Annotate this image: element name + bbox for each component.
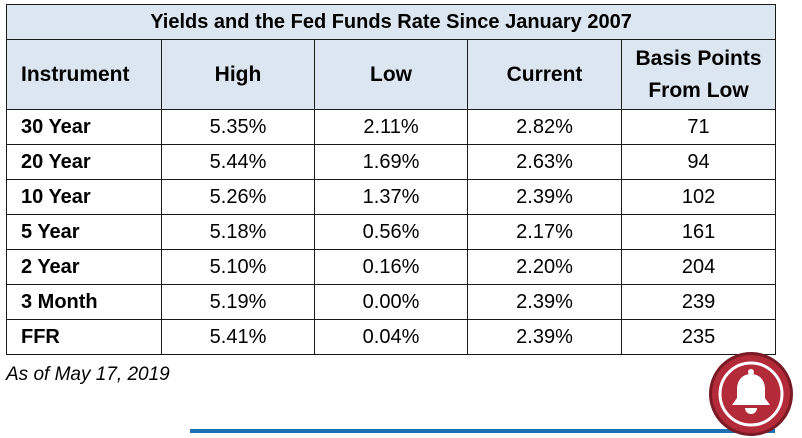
basis-points-cell: 71 xyxy=(620,109,777,145)
current-cell: 2.39% xyxy=(467,319,622,355)
header-row: Instrument High Low Current Basis Points… xyxy=(6,39,777,110)
current-cell: 2.39% xyxy=(467,284,622,320)
basis-points-cell: 94 xyxy=(620,144,777,180)
low-cell: 1.69% xyxy=(314,144,468,180)
divider-line xyxy=(190,429,775,433)
instrument-cell: 2 Year xyxy=(6,249,162,285)
notification-button[interactable] xyxy=(709,352,793,436)
high-cell: 5.26% xyxy=(161,179,315,215)
instrument-cell: 10 Year xyxy=(6,179,162,215)
high-cell: 5.35% xyxy=(161,109,315,145)
basis-points-line1: Basis Points xyxy=(635,46,762,70)
table-title: Yields and the Fed Funds Rate Since Janu… xyxy=(5,4,777,40)
basis-points-cell: 161 xyxy=(620,214,777,250)
table-row: 20 Year 5.44% 1.69% 2.63% 94 xyxy=(6,144,777,180)
high-cell: 5.44% xyxy=(161,144,315,180)
low-cell: 0.16% xyxy=(314,249,468,285)
instrument-cell: 5 Year xyxy=(6,214,162,250)
col-high-header: High xyxy=(161,39,315,110)
table-row: 5 Year 5.18% 0.56% 2.17% 161 xyxy=(6,214,777,250)
instrument-cell: 20 Year xyxy=(6,144,162,180)
low-cell: 0.00% xyxy=(314,284,468,320)
bell-icon xyxy=(718,361,784,427)
low-cell: 1.37% xyxy=(314,179,468,215)
high-cell: 5.19% xyxy=(161,284,315,320)
basis-points-cell: 235 xyxy=(620,319,777,355)
current-cell: 2.82% xyxy=(467,109,622,145)
basis-points-line2: From Low xyxy=(648,78,749,102)
low-cell: 0.04% xyxy=(314,319,468,355)
col-low-header: Low xyxy=(314,39,468,110)
instrument-cell: 30 Year xyxy=(6,109,162,145)
col-basis-points-header: Basis Points From Low xyxy=(620,39,777,110)
basis-points-cell: 102 xyxy=(620,179,777,215)
as-of-date-note: As of May 17, 2019 xyxy=(6,364,170,385)
low-cell: 2.11% xyxy=(314,109,468,145)
high-cell: 5.18% xyxy=(161,214,315,250)
high-cell: 5.10% xyxy=(161,249,315,285)
col-instrument-header: Instrument xyxy=(6,39,162,110)
current-cell: 2.20% xyxy=(467,249,622,285)
basis-points-cell: 204 xyxy=(620,249,777,285)
current-cell: 2.17% xyxy=(467,214,622,250)
yields-table: Yields and the Fed Funds Rate Since Janu… xyxy=(5,4,777,355)
instrument-cell: 3 Month xyxy=(6,284,162,320)
table-row: 10 Year 5.26% 1.37% 2.39% 102 xyxy=(6,179,777,215)
low-cell: 0.56% xyxy=(314,214,468,250)
instrument-cell: FFR xyxy=(6,319,162,355)
table-row: 2 Year 5.10% 0.16% 2.20% 204 xyxy=(6,249,777,285)
table-row: FFR 5.41% 0.04% 2.39% 235 xyxy=(6,319,777,355)
current-cell: 2.63% xyxy=(467,144,622,180)
basis-points-cell: 239 xyxy=(620,284,777,320)
high-cell: 5.41% xyxy=(161,319,315,355)
table-row: 30 Year 5.35% 2.11% 2.82% 71 xyxy=(6,109,777,145)
col-current-header: Current xyxy=(467,39,622,110)
table-row: 3 Month 5.19% 0.00% 2.39% 239 xyxy=(6,284,777,320)
current-cell: 2.39% xyxy=(467,179,622,215)
